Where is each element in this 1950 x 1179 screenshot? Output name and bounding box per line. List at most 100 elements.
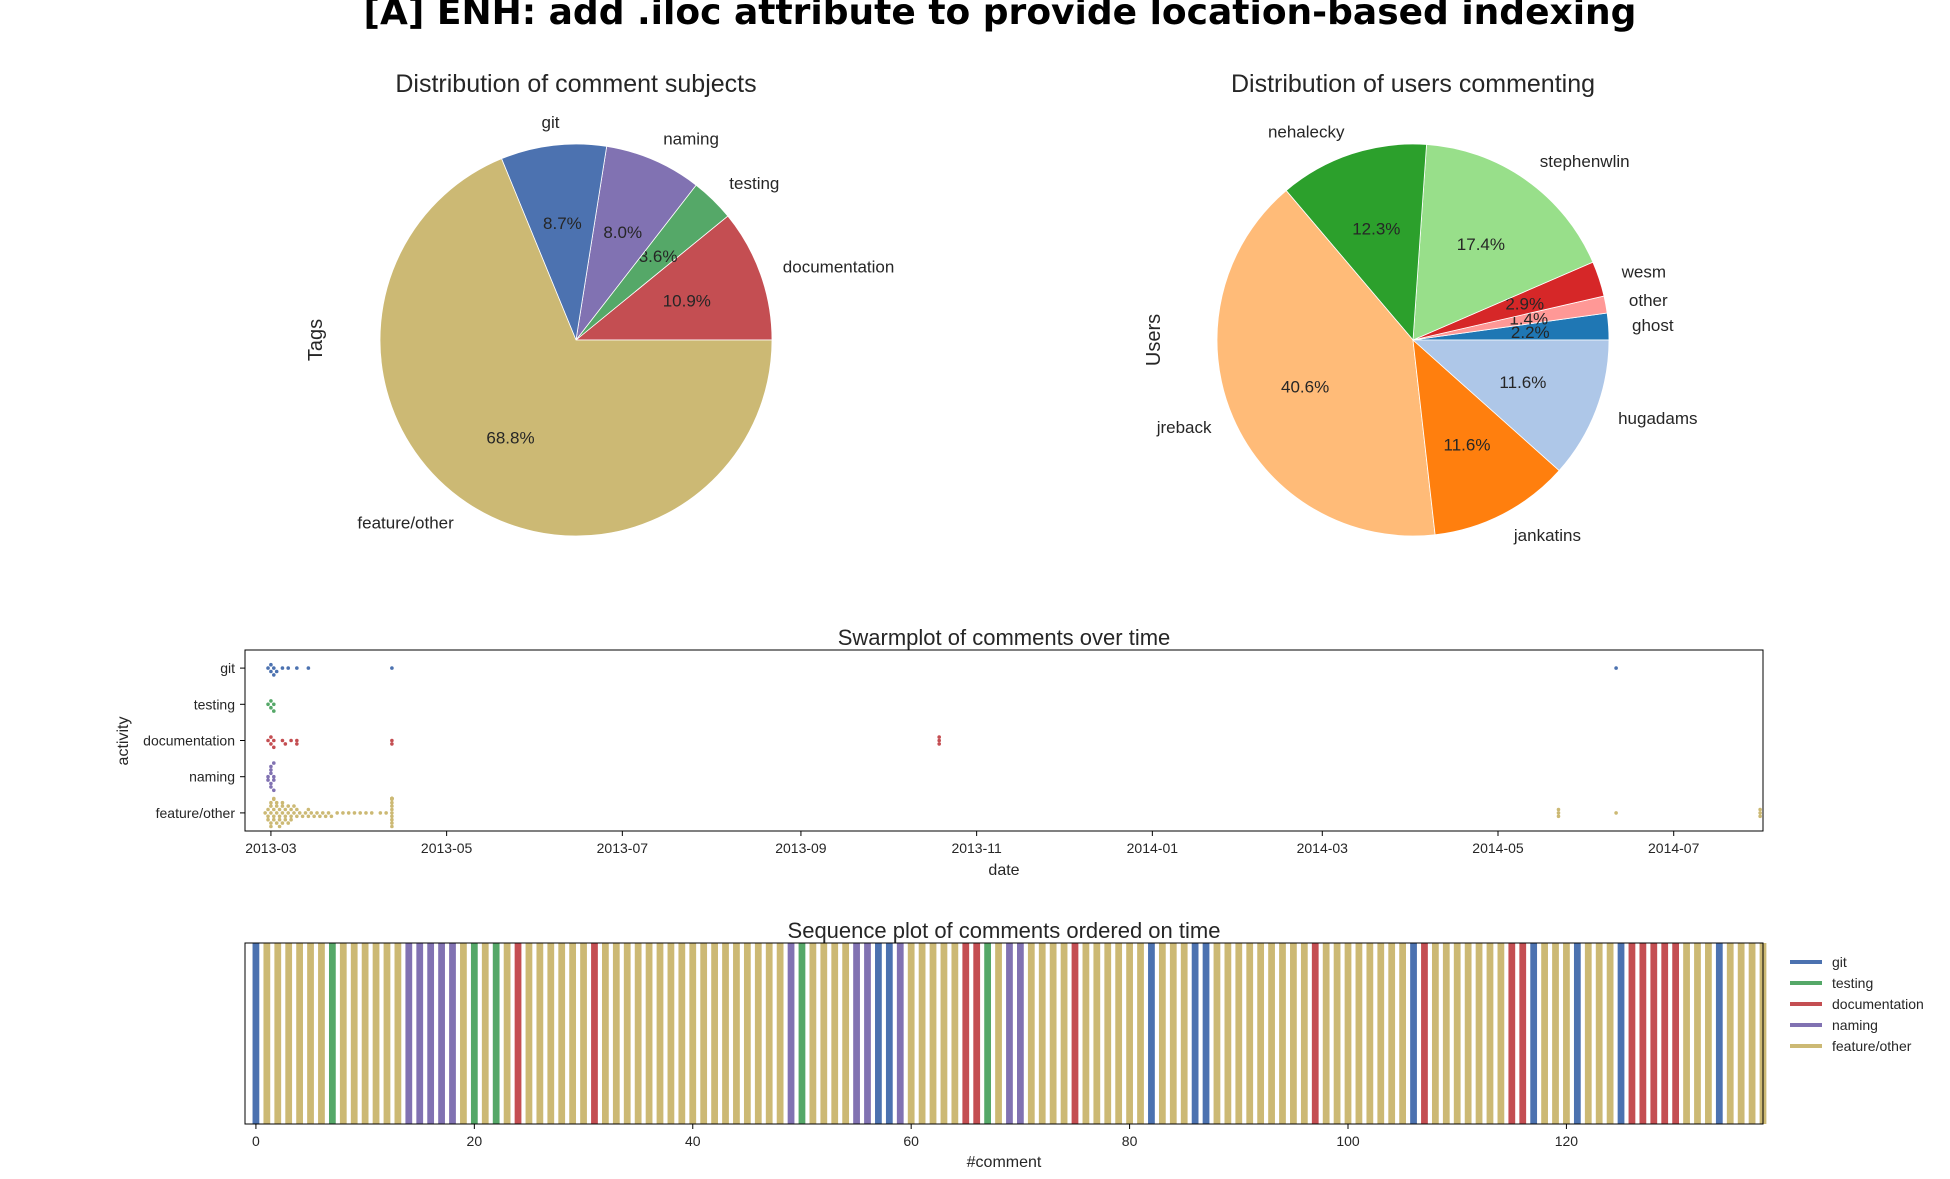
legend-label-git: git	[1832, 954, 1847, 970]
sequence-legend: git testing documentation naming feature/oth…	[1790, 954, 1924, 1054]
sequence-bar-testing	[798, 943, 806, 1124]
swarm-point-feature-other	[269, 824, 273, 829]
subjects-pct-feature-other: 68.8%	[486, 429, 534, 448]
swarm-point-feature-other	[272, 817, 276, 822]
legend-label-naming: naming	[1832, 1017, 1878, 1033]
users-pct-ghost: 2.2%	[1511, 323, 1550, 342]
swarm-point-naming	[272, 788, 276, 793]
sequence-bar-feature-other	[929, 943, 937, 1124]
sequence-bar-documentation	[962, 943, 970, 1124]
sequence-bar-feature-other	[1475, 943, 1483, 1124]
sequence-bar-feature-other	[1093, 943, 1101, 1124]
swarm-xtick-2013-03: 2013-03	[245, 840, 297, 856]
swarm-point-feature-other	[1758, 807, 1762, 812]
swarm-point-naming	[269, 785, 273, 789]
swarm-point-documentation	[295, 738, 299, 743]
sequence-bar-git	[1617, 943, 1625, 1124]
sequence-bar-feature-other	[1322, 943, 1330, 1124]
swarm-point-documentation	[280, 738, 285, 743]
sequence-bar-feature-other	[754, 943, 762, 1124]
swarm-point-feature-other	[269, 804, 273, 808]
sequence-bar-feature-other	[1705, 943, 1712, 1124]
swarm-point-documentation	[272, 745, 276, 750]
subjects-pct-git: 8.7%	[543, 214, 582, 233]
subjects-label-documentation: documentation	[783, 257, 895, 276]
sequence-bar-feature-other	[1027, 943, 1035, 1124]
sequence-bar-feature-other	[394, 943, 402, 1124]
swarm-point-feature-other	[274, 804, 279, 808]
sequence-bar-feature-other	[1290, 943, 1297, 1124]
sequence-bar-documentation	[1639, 943, 1647, 1124]
swarm-point-naming	[269, 764, 273, 769]
swarm-point-feature-other	[272, 814, 276, 819]
users-label-hugadams: hugadams	[1618, 409, 1697, 428]
sequence-bar-feature-other	[350, 943, 358, 1124]
sequence-xlabel: #comment	[967, 1154, 1042, 1171]
sequence-bar-feature-other	[339, 943, 347, 1124]
swarm-point-feature-other	[352, 811, 357, 815]
sequence-bar-feature-other	[940, 943, 948, 1124]
sequence-bar-testing	[492, 943, 500, 1124]
swarm-point-git	[266, 666, 270, 670]
swarm-point-feature-other	[289, 817, 293, 822]
sequence-bar-naming	[787, 943, 795, 1124]
sequence-bar-feature-other	[634, 943, 642, 1124]
swarm-xtick-2013-07: 2013-07	[597, 840, 649, 856]
swarm-ytick-git: git	[220, 660, 235, 676]
swarm-point-feature-other	[306, 807, 311, 812]
swarm-point-feature-other	[390, 821, 394, 825]
sequence-bar-feature-other	[318, 943, 325, 1124]
swarm-point-naming	[266, 778, 270, 782]
sequence-bar-feature-other	[296, 943, 303, 1124]
sequence-xtick-100: 100	[1336, 1133, 1360, 1149]
swarm-point-feature-other	[286, 811, 291, 815]
swarm-point-documentation	[269, 742, 273, 746]
sequence-bar-feature-other	[1038, 943, 1046, 1124]
swarm-point-feature-other	[277, 824, 282, 829]
swarm-point-documentation	[937, 735, 941, 739]
swarm-axes-frame	[244, 649, 1764, 832]
sequence-bar-documentation	[1519, 943, 1527, 1124]
users-label-wesm: wesm	[1621, 263, 1666, 282]
swarm-point-documentation	[937, 742, 941, 746]
swarm-point-git	[269, 662, 273, 667]
sequence-bar-documentation	[1672, 943, 1680, 1124]
swarm-point-feature-other	[274, 811, 279, 815]
swarm-point-feature-other	[335, 811, 339, 815]
sequence-bar-feature-other	[1104, 943, 1112, 1124]
sequence-bar-feature-other	[951, 943, 959, 1124]
swarm-point-documentation	[390, 738, 394, 743]
swarm-point-documentation	[289, 738, 293, 743]
sequence-bar-naming	[438, 943, 445, 1124]
swarm-point-testing	[272, 709, 276, 713]
swarm-point-feature-other	[269, 800, 273, 805]
sequence-bar-feature-other	[481, 943, 489, 1124]
swarm-point-feature-other	[295, 814, 299, 819]
users-label-jreback: jreback	[1156, 418, 1212, 437]
swarm-point-feature-other	[266, 807, 270, 812]
users-pct-hugadams: 11.6%	[1499, 373, 1546, 392]
swarm-ytick-naming: naming	[189, 769, 235, 785]
subjects-pct-testing: 3.6%	[639, 247, 678, 266]
swarm-point-feature-other	[286, 804, 291, 808]
swarm-ytick-testing: testing	[194, 696, 235, 712]
swarm-point-feature-other	[312, 814, 316, 819]
sequence-bar-feature-other	[1497, 943, 1505, 1124]
sequence-bar-feature-other	[1453, 943, 1461, 1124]
sequence-plot-comments: Sequence plot of comments ordered on tim…	[244, 918, 1924, 1171]
sequence-bar-feature-other	[1300, 943, 1308, 1124]
swarm-point-naming	[272, 774, 276, 779]
swarm-point-feature-other	[1556, 807, 1561, 812]
swarm-plot-area: git testing documentation naming feature/oth…	[143, 660, 1762, 856]
sequence-bar-naming	[405, 943, 413, 1124]
swarm-point-feature-other	[1556, 814, 1561, 819]
swarm-xtick-2014-03: 2014-03	[1297, 840, 1349, 856]
sequence-bar-feature-other	[307, 943, 314, 1124]
users-slice-nehalecky	[1285, 143, 1427, 342]
sequence-bar-feature-other	[995, 943, 1002, 1124]
sequence-bar-documentation	[1661, 943, 1669, 1124]
swarm-point-feature-other	[297, 811, 302, 815]
users-slice-jreback	[1216, 189, 1436, 537]
swarm-point-git	[272, 666, 276, 670]
swarm-point-feature-other	[318, 814, 322, 819]
